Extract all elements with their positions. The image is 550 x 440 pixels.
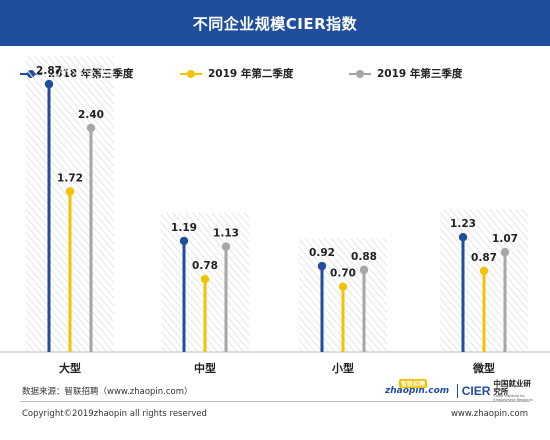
lollipop-point [359,265,369,275]
legend-item-series-3: 2019 年第三季度 [349,66,462,81]
lollipop-point [44,79,54,89]
zhaopin-logo: 智联招聘 zhaopin.com [385,379,450,396]
data-label: 0.92 [309,247,335,259]
data-label: 0.87 [471,252,497,264]
zhaopin-logo-badge: 智联招聘 [399,379,428,388]
data-label: 1.13 [213,228,239,240]
data-label: 1.72 [57,172,83,184]
x-tick-label: 小型 [331,361,354,375]
data-label: 0.78 [192,260,218,272]
cier-name-en: China Institute for Employment Research [493,394,533,402]
x-tick-label: 微型 [472,361,495,375]
data-label: 2.87 [36,65,62,77]
legend-label: 2019 年第二季度 [208,68,294,80]
lollipop-point [65,187,75,196]
legend-item-series-2: 2019 年第二季度 [180,66,293,81]
cier-name-cn: 中国就业研究所 [493,379,531,396]
legend-marker-icon [349,69,371,79]
data-label: 1.19 [171,222,197,234]
data-label: 2.40 [78,109,104,121]
footer-url: www.zhaopin.com [450,409,528,419]
lollipop-point [200,275,210,284]
cier-name: 中国就业研究所 China Institute for Employment R… [493,380,533,402]
legend-label: 2019 年第三季度 [377,68,463,80]
data-label: 1.07 [492,233,518,245]
x-tick-label: 大型 [59,361,81,375]
lollipop-point [479,266,489,275]
title-bar: 不同企业规模CIER指数 [0,0,550,46]
lollipop-point [86,123,96,133]
lollipop-point [179,236,189,246]
zhaopin-logo-text: zhaopin.com [385,386,450,396]
logo-divider [457,384,458,398]
legend-marker-icon [180,69,202,79]
lollipop-point [458,233,468,242]
data-label: 0.70 [330,268,356,280]
data-label: 1.23 [450,218,476,230]
lollipop-point [338,282,348,291]
lollipop-point [317,261,327,271]
x-tick-label: 中型 [194,361,216,375]
cier-logo: CIER [461,384,491,398]
logo-group: 智联招聘 zhaopin.com CIER 中国就业研究所 China Inst… [385,379,533,402]
data-source-note: 数据来源：智联招聘（www.zhaopin.com） [22,387,193,397]
footer-divider [20,401,530,402]
data-label: 0.88 [351,251,377,263]
chart-title: 不同企业规模CIER指数 [192,14,358,33]
lollipop-point [221,242,231,251]
copyright-text: Copyright©2019zhaopin all rights reserve… [22,409,207,419]
lollipop-point [500,247,510,257]
